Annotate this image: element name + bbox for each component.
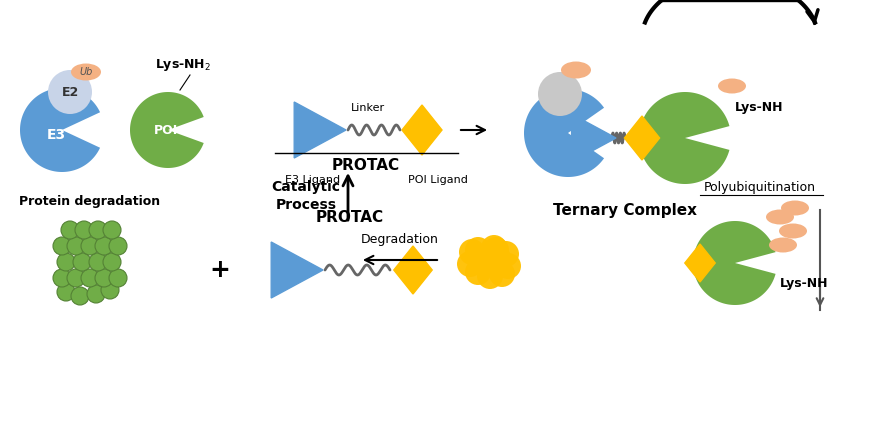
Polygon shape	[625, 116, 660, 160]
Circle shape	[95, 237, 113, 255]
Ellipse shape	[781, 201, 809, 215]
Text: Ternary Complex: Ternary Complex	[553, 202, 697, 218]
Text: E3: E3	[47, 128, 66, 142]
Circle shape	[53, 269, 71, 287]
Polygon shape	[402, 105, 442, 155]
Circle shape	[483, 237, 509, 263]
Circle shape	[459, 239, 485, 265]
Circle shape	[457, 251, 483, 277]
Circle shape	[465, 237, 491, 263]
Polygon shape	[693, 221, 775, 305]
Ellipse shape	[769, 237, 797, 252]
Circle shape	[89, 221, 107, 239]
Circle shape	[61, 221, 79, 239]
Text: POI: POI	[154, 124, 178, 137]
Circle shape	[71, 287, 89, 305]
Circle shape	[489, 261, 515, 287]
Circle shape	[57, 283, 75, 301]
Polygon shape	[294, 102, 346, 158]
Circle shape	[495, 253, 521, 279]
Text: Catalytic
Process: Catalytic Process	[272, 180, 341, 212]
Circle shape	[53, 237, 71, 255]
Text: Lys-NH: Lys-NH	[780, 276, 828, 290]
Circle shape	[477, 263, 503, 289]
Circle shape	[67, 269, 85, 287]
Circle shape	[73, 253, 91, 271]
Circle shape	[493, 241, 519, 267]
Polygon shape	[130, 92, 203, 168]
Polygon shape	[20, 88, 100, 172]
Circle shape	[48, 70, 92, 114]
Text: +: +	[209, 258, 231, 282]
Text: PROTAC: PROTAC	[332, 159, 400, 173]
Text: Ub: Ub	[79, 67, 92, 77]
Circle shape	[481, 235, 507, 261]
Circle shape	[465, 259, 491, 285]
Circle shape	[103, 253, 121, 271]
Circle shape	[87, 285, 105, 303]
Polygon shape	[524, 89, 604, 177]
Text: Lys-NH$_2$: Lys-NH$_2$	[155, 57, 211, 73]
Text: E2: E2	[62, 85, 78, 99]
Circle shape	[109, 269, 127, 287]
Circle shape	[75, 221, 93, 239]
Ellipse shape	[779, 223, 807, 239]
Circle shape	[95, 269, 113, 287]
Text: POI Ligand: POI Ligand	[408, 175, 468, 185]
Circle shape	[57, 253, 75, 271]
Circle shape	[89, 253, 107, 271]
Polygon shape	[572, 114, 616, 162]
Circle shape	[67, 237, 85, 255]
Text: Polyubiquitination: Polyubiquitination	[704, 181, 816, 194]
Circle shape	[81, 269, 99, 287]
Text: Degradation: Degradation	[361, 233, 439, 247]
Text: PROTAC: PROTAC	[316, 211, 384, 226]
Text: E3 Ligand: E3 Ligand	[285, 175, 341, 185]
Polygon shape	[639, 92, 730, 184]
Circle shape	[109, 237, 127, 255]
Circle shape	[101, 281, 119, 299]
Circle shape	[103, 221, 121, 239]
Text: Linker: Linker	[351, 103, 385, 113]
Ellipse shape	[71, 64, 101, 81]
Text: Lys-NH: Lys-NH	[735, 102, 783, 114]
Polygon shape	[271, 242, 323, 298]
Text: Protein degradation: Protein degradation	[19, 195, 160, 208]
Ellipse shape	[766, 209, 794, 225]
Circle shape	[485, 245, 511, 271]
Circle shape	[475, 243, 501, 269]
Ellipse shape	[561, 61, 591, 78]
Ellipse shape	[718, 78, 746, 93]
Polygon shape	[685, 244, 715, 282]
Polygon shape	[394, 246, 432, 294]
Circle shape	[538, 72, 582, 116]
Circle shape	[81, 237, 99, 255]
Circle shape	[471, 249, 497, 275]
